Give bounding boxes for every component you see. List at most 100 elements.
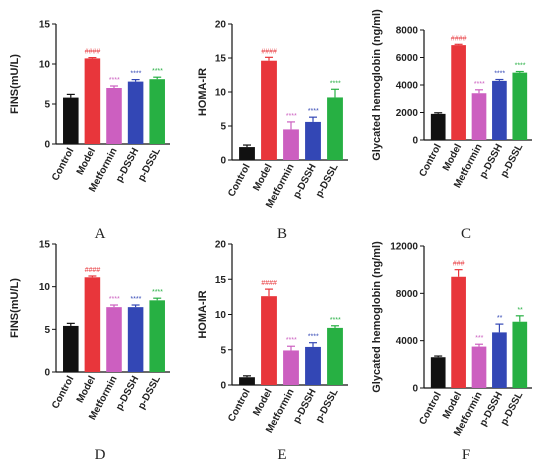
bar-control: [239, 147, 255, 160]
chart-panel-d: 051015Control####Model****Metformin****p…: [9, 240, 170, 463]
bar-model: [261, 60, 277, 160]
bar-model: [261, 296, 277, 385]
bar-p-dssh: [127, 307, 144, 372]
bar-model: [84, 58, 101, 144]
x-tick-label: Control: [50, 146, 77, 183]
y-tick-label: 15: [215, 275, 227, 286]
x-tick-label: Model: [75, 146, 98, 177]
chart-panel-b: 05101520Control####Model****Metformin***…: [197, 20, 348, 242]
y-tick-label: 2000: [396, 108, 419, 119]
bar-p-dssh: [305, 121, 321, 160]
chart-panel-f: 04000800012000Control###Model***Metformi…: [371, 241, 532, 463]
significance-label: ****: [494, 71, 505, 78]
significance-label: ****: [286, 337, 297, 344]
bar-metformin: [106, 307, 122, 372]
y-tick-label: 5: [44, 325, 50, 336]
bar-p-dssh: [127, 81, 144, 144]
bar-p-dssl: [149, 300, 165, 372]
chart-panel-a: 051015Control####Model****Metformin****p…: [9, 20, 170, 242]
y-tick-label: 15: [39, 20, 51, 31]
significance-label: **: [497, 315, 503, 322]
y-axis-label: FINS(mU/L): [9, 54, 21, 114]
y-axis-label: HOMA-IR: [197, 290, 209, 338]
significance-label: ####: [261, 280, 277, 287]
chart-panel-c: 02000400060008000Control####Model****Met…: [371, 9, 532, 242]
significance-label: ####: [85, 49, 101, 56]
bar-p-dssl: [327, 327, 343, 385]
panel-letter: E: [277, 447, 286, 463]
bar-p-dssh: [492, 332, 507, 388]
y-tick-label: 6000: [396, 53, 419, 64]
bar-control: [63, 97, 79, 144]
y-tick-label: 0: [412, 384, 418, 395]
bar-p-dssl: [512, 321, 528, 388]
bar-p-dssl: [149, 79, 165, 144]
panel-letter: C: [461, 226, 471, 242]
bar-p-dssh: [492, 80, 507, 140]
bar-p-dssl: [512, 72, 528, 140]
significance-label: ****: [130, 71, 141, 78]
y-tick-label: 0: [44, 368, 50, 379]
y-tick-label: 20: [215, 20, 227, 31]
bar-p-dssh: [305, 346, 321, 385]
y-tick-label: 12000: [390, 242, 418, 253]
y-tick-label: 8000: [396, 26, 419, 37]
bar-model: [451, 276, 466, 388]
bar-metformin: [471, 93, 487, 140]
significance-label: ****: [109, 77, 120, 84]
y-tick-label: 0: [220, 381, 226, 392]
bar-model: [84, 277, 101, 372]
significance-label: ****: [330, 80, 341, 87]
significance-label: ****: [130, 296, 141, 303]
significance-label: ****: [474, 81, 485, 88]
y-tick-label: 20: [215, 240, 227, 251]
significance-label: ****: [308, 334, 319, 341]
significance-label: ***: [475, 335, 483, 342]
y-tick-label: 5: [44, 100, 50, 111]
significance-label: ####: [85, 267, 101, 274]
bar-metformin: [471, 346, 487, 388]
y-tick-label: 10: [215, 88, 227, 99]
x-tick-label: Control: [226, 162, 253, 199]
x-tick-label: Model: [251, 387, 274, 418]
panel-letter: B: [277, 226, 287, 242]
y-tick-label: 8000: [396, 289, 419, 300]
bar-control: [239, 377, 255, 385]
x-tick-label: Control: [50, 374, 77, 411]
bar-control: [430, 113, 446, 140]
significance-label: ####: [451, 35, 467, 42]
x-tick-label: Model: [251, 162, 274, 193]
significance-label: ****: [286, 113, 297, 120]
y-tick-label: 15: [39, 240, 51, 251]
bar-model: [451, 45, 466, 140]
y-axis-label: FINS(mU/L): [9, 278, 21, 338]
significance-label: ****: [330, 317, 341, 324]
y-axis-label: Glycated hemoglobin (ng/ml): [371, 9, 383, 161]
significance-label: **: [517, 307, 523, 314]
y-tick-label: 0: [412, 136, 418, 147]
x-tick-label: Control: [226, 387, 253, 424]
y-tick-label: 15: [215, 54, 227, 65]
y-tick-label: 10: [39, 282, 51, 293]
panel-letter: A: [95, 226, 106, 242]
significance-label: ####: [261, 48, 277, 55]
y-tick-label: 0: [44, 140, 50, 151]
significance-label: ****: [152, 68, 163, 75]
x-tick-label: Control: [417, 142, 444, 179]
bar-control: [430, 357, 446, 388]
y-tick-label: 4000: [396, 336, 419, 347]
chart-panel-e: 05101520Control####Model****Metformin***…: [197, 240, 348, 463]
significance-label: ****: [308, 108, 319, 115]
y-tick-label: 5: [220, 345, 226, 356]
significance-label: ****: [152, 289, 163, 296]
bar-p-dssl: [327, 97, 343, 160]
significance-label: ###: [453, 261, 465, 268]
bar-metformin: [283, 129, 299, 160]
significance-label: ****: [109, 296, 120, 303]
y-tick-label: 0: [220, 156, 226, 167]
bar-metformin: [283, 350, 299, 385]
panel-letter: D: [95, 447, 106, 463]
panel-letter: F: [462, 447, 470, 463]
y-tick-label: 5: [220, 122, 226, 133]
